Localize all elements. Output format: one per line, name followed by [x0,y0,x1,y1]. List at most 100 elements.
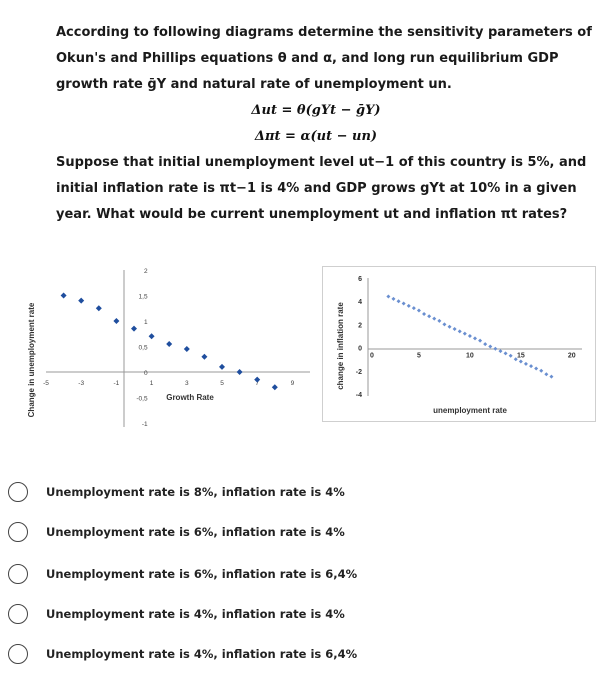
option-2[interactable]: Unemployment rate is 6%, inflation rate … [8,522,345,542]
option-1[interactable]: Unemployment rate is 8%, inflation rate … [8,482,345,502]
okun-x-tick-label: -5 [43,380,49,387]
okun-data-point [95,305,102,312]
phillips-data-point [386,294,391,299]
phillips-data-point [447,324,452,329]
phillips-y-tick-label: 2 [358,322,362,329]
phillips-x-tick-label: 20 [568,353,576,360]
phillips-data-point [437,318,442,323]
okun-y-axis-label: Change in unemployment rate [27,302,36,417]
phillips-data-point [452,327,457,332]
phillips-x-tick-label: 15 [517,353,525,360]
okun-y-tick-label: -1 [142,421,148,428]
okun-y-tick-label: 0,5 [139,345,148,352]
phillips-data-point [503,351,508,356]
okun-y-tick-label: -0,5 [136,396,148,403]
option-label: Unemployment rate is 6%, inflation rate … [46,525,345,539]
question-line-5: initial inflation rate is πt−1 is 4% and… [56,181,577,196]
okun-data-point [78,297,85,304]
okun-x-tick-label: -3 [78,380,84,387]
phillips-data-point [457,329,462,334]
phillips-data-point [498,349,503,354]
phillips-equation: Δπt = α(ut − un) [254,129,378,144]
option-label: Unemployment rate is 6%, inflation rate … [46,567,358,581]
question-line-6: year. What would be current unemployment… [56,207,568,222]
phillips-data-point [406,303,411,308]
okun-data-point [166,340,173,347]
okun-y-tick-label: 1 [144,319,148,326]
okun-x-tick-label: 5 [220,380,224,387]
phillips-data-point [401,301,406,306]
option-3[interactable]: Unemployment rate is 6%, inflation rate … [8,564,357,584]
okun-data-point [201,353,208,360]
option-label: Unemployment rate is 8%, inflation rate … [46,485,345,499]
phillips-data-point [513,357,518,362]
option-5[interactable]: Unemployment rate is 4%, inflation rate … [8,644,357,664]
phillips-data-point [539,368,544,373]
okun-data-point [148,333,155,340]
phillips-data-point [391,296,396,301]
phillips-y-tick-label: 4 [358,299,362,306]
okun-x-tick-label: 9 [291,380,295,387]
phillips-data-point [473,336,477,341]
phillips-data-point [518,359,523,364]
question-text: According to following diagrams determin… [56,20,592,228]
okun-y-tick-label: 0 [144,370,148,377]
option-4[interactable]: Unemployment rate is 4%, inflation rate … [8,604,345,624]
phillips-data-point [416,308,421,313]
phillips-y-tick-label: 0 [358,346,362,353]
radio-button[interactable] [8,564,28,584]
phillips-data-point [483,342,488,347]
phillips-x-tick-label: 0 [370,353,374,360]
phillips-y-axis-label: change in inflation rate [336,302,345,390]
phillips-data-point [544,372,549,377]
okun-data-point [131,325,137,332]
phillips-data-point [442,322,447,327]
option-label: Unemployment rate is 4%, inflation rate … [46,607,345,621]
phillips-x-axis-label: unemployment rate [433,406,507,415]
phillips-data-point [508,353,513,358]
phillips-y-tick-label: 6 [358,276,362,283]
phillips-data-point [467,334,472,338]
phillips-data-point [432,316,437,321]
option-label: Unemployment rate is 4%, inflation rate … [46,647,358,661]
okun-y-tick-label: 1,5 [139,294,148,301]
okun-scatter-chart: Change in unemployment rate 2 1,5 1 0,5 0 -0,… [27,268,310,428]
okun-data-point [183,346,190,353]
okun-x-tick-label: 3 [185,380,189,387]
radio-button[interactable] [8,522,28,542]
question-line-4: Suppose that initial unemployment level … [56,155,587,170]
phillips-data-point [396,299,401,304]
phillips-data-point [478,338,483,343]
radio-button[interactable] [8,604,28,624]
phillips-x-tick-label: 5 [417,353,421,360]
okun-x-axis-label: Growth Rate [166,393,214,402]
okun-x-tick-label: 1 [150,380,154,387]
okun-data-point [113,318,120,324]
question-line-3: growth rate ḡY and natural rate of unemp… [56,77,452,92]
phillips-y-tick-label: -2 [356,369,362,376]
okun-data-point [271,384,278,391]
phillips-data-point [549,374,554,379]
phillips-data-point [462,331,467,336]
okun-data-point [254,376,261,383]
okun-equation: Δut = θ(gYt − ḡY) [251,103,381,118]
phillips-data-point [534,366,539,371]
okun-x-tick-label: 7 [255,380,259,387]
phillips-data-point [488,344,493,349]
phillips-data-point [422,311,427,316]
okun-data-point [219,363,225,370]
phillips-data-point [411,306,416,311]
phillips-data-point [523,361,528,366]
okun-data-point [236,369,243,375]
phillips-x-tick-label: 10 [466,353,474,360]
phillips-data-point [493,346,498,351]
phillips-data-point [427,314,432,319]
radio-button[interactable] [8,482,28,502]
okun-x-tick-label: -1 [114,380,120,387]
phillips-data-point [529,364,534,369]
okun-y-tick-label: 2 [144,268,148,275]
radio-button[interactable] [8,644,28,664]
question-line-2: Okun's and Phillips equations θ and α, a… [56,51,559,66]
okun-data-point [60,292,67,299]
